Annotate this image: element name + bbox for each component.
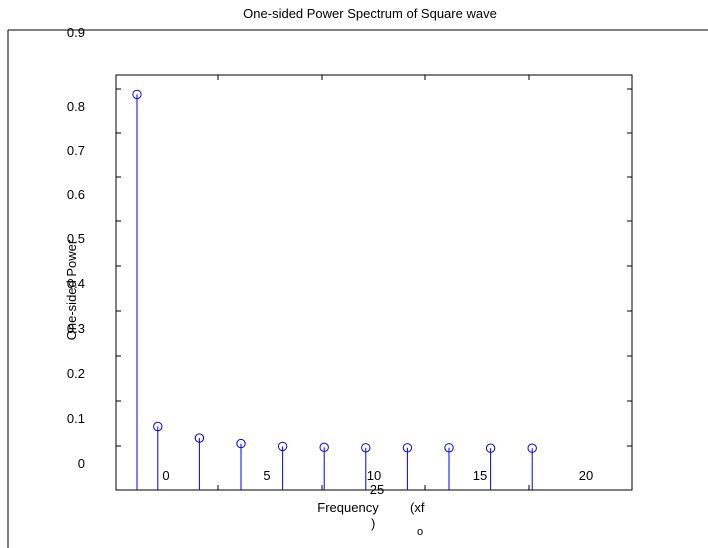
y-axis-label: One-sided Power [64,239,79,340]
stem-marker [194,433,205,443]
y-tick-label: 0.1 [67,411,85,426]
x-tick-label: 10 [367,468,381,483]
y-tick-label: 0.9 [67,25,85,40]
x-axis-ticks: 0 5 10 15 20 25 [162,75,593,497]
stem-marker [361,443,371,453]
stem-marker [402,443,413,453]
stem-series [132,89,537,490]
stem-marker [444,443,454,453]
y-tick-label: 0.7 [67,143,85,158]
y-tick-label: 0.5 [67,231,85,246]
x-tick-label: 20 [579,468,593,483]
x-tick-label: 0 [162,468,169,483]
x-tick-label: 25 [370,482,384,497]
x-axis-label: Frequency [317,500,379,515]
y-tick-label: 0.8 [67,99,85,114]
y-tick-label: 0.2 [67,366,85,381]
stem-marker [153,421,163,432]
y-tick-label: 0.6 [67,187,85,202]
stem-marker [319,442,329,453]
x-tick-label: 15 [473,468,487,483]
x-axis-label-paren-close: ) [371,516,375,531]
stem-marker [485,443,496,453]
stem-marker [132,89,142,100]
chart-title: One-sided Power Spectrum of Square wave [243,6,497,21]
y-axis-ticks: 0 0.1 0.2 0.3 0.4 0.5 0.6 0.7 0.8 0.9 [67,25,632,471]
stem-marker [527,443,537,453]
plot-area [115,74,633,491]
x-axis-label-subscript: o [417,526,423,538]
x-tick-label: 5 [263,468,270,483]
stem-marker [236,438,246,449]
y-tick-label: 0.3 [67,321,85,336]
y-tick-label: 0 [78,456,85,471]
x-axis-label-paren-open: (xf [410,500,425,515]
y-tick-label: 0.4 [67,276,85,291]
stem-marker [277,441,288,452]
